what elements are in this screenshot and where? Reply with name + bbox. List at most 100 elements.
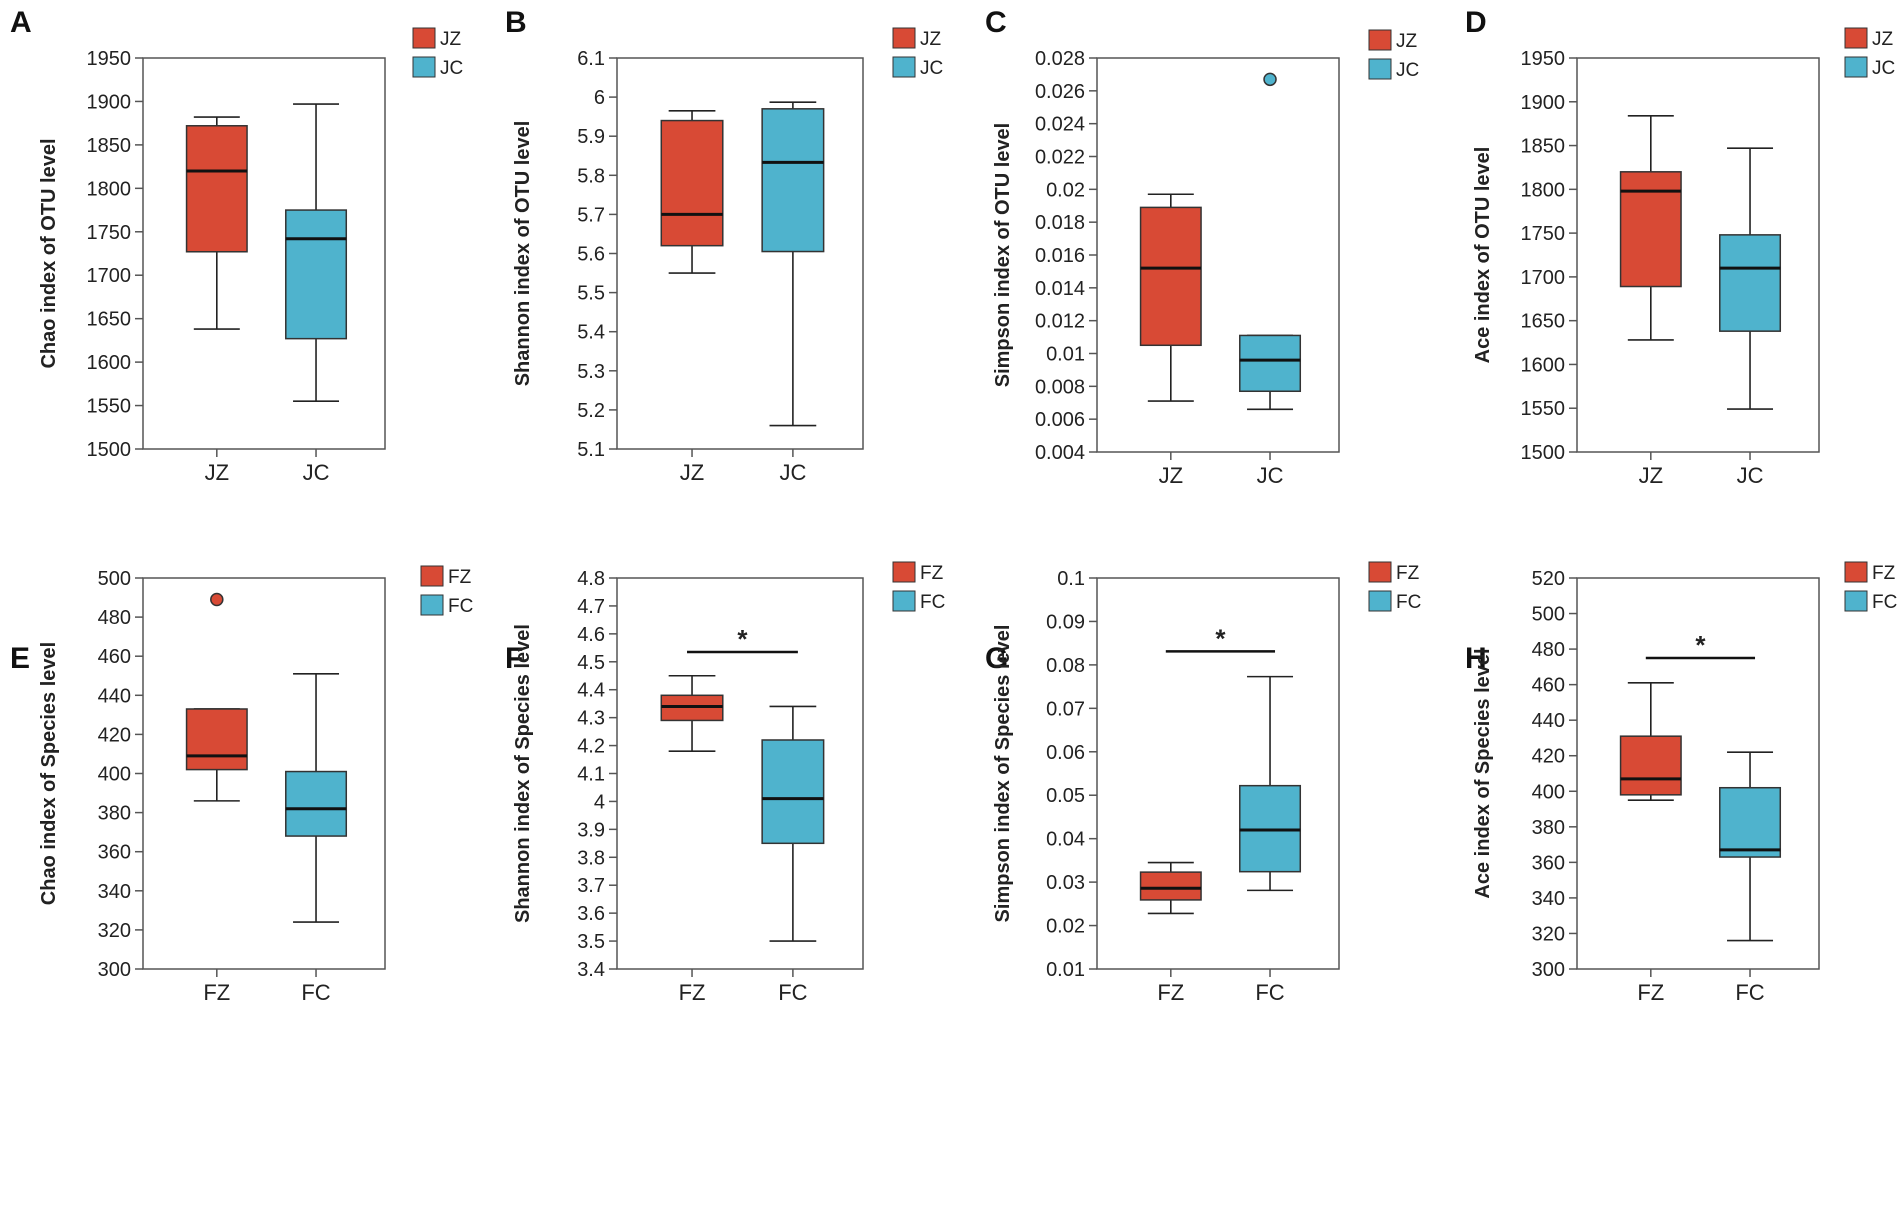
y-tick-label: 1800 [1521, 179, 1566, 201]
plot-frame [142, 57, 386, 450]
y-tick-label: 420 [98, 724, 131, 746]
panel-A: A 1500 1550 1600 1650 1700 1750 1800 1850 1900 195… [10, 6, 463, 485]
legend-label: FZ [920, 563, 944, 584]
y-axis-label: Ace index of Species level [1472, 648, 1494, 898]
panel-G: G 0.01 0.02 0.03 0.04 0.05 0.06 0.07 0.08 0.09 0.1… [985, 561, 1421, 1005]
y-tick-label: 420 [1532, 746, 1565, 768]
y-tick-label: 0.1 [1057, 568, 1085, 590]
y-tick-label: 0.09 [1046, 611, 1085, 633]
legend-label: JZ [1872, 29, 1894, 50]
y-tick-label: 4.2 [577, 736, 605, 758]
y-tick-label: 1900 [1521, 92, 1566, 114]
box-FC [285, 770, 348, 837]
y-tick-label: 5.4 [577, 322, 605, 344]
y-tick-label: 400 [1532, 781, 1565, 803]
y-tick-label: 5.7 [577, 204, 605, 226]
y-axis-label: Shannon index of OTU level [512, 121, 534, 387]
y-tick-label: 3.6 [577, 903, 605, 925]
y-tick-label: 480 [98, 607, 131, 629]
y-tick-label: 4.8 [577, 568, 605, 590]
panel-letter: F [505, 642, 523, 675]
panel-E: E 300 320 340 360 380 400 420 440 460 480 500 Chao i… [10, 565, 473, 1005]
y-tick-label: 0.01 [1046, 959, 1085, 981]
y-tick-label: 400 [98, 764, 131, 786]
legend-swatch [1844, 590, 1868, 612]
x-tick-label: FC [1735, 980, 1764, 1005]
y-tick-label: 0.004 [1035, 442, 1085, 464]
y-tick-label: 0.028 [1035, 48, 1085, 70]
y-tick-label: 5.6 [577, 244, 605, 266]
y-tick-label: 0.08 [1046, 655, 1085, 677]
y-axis-label: Simpson index of Species level [992, 625, 1014, 923]
y-tick-label: 440 [1532, 710, 1565, 732]
y-tick-label: 500 [98, 568, 131, 590]
y-axis-label: Shannon index of Species level [512, 624, 534, 923]
legend-swatch [412, 27, 436, 49]
legend-label: FC [1396, 592, 1421, 613]
box-JC [761, 108, 825, 253]
box-FZ [1619, 735, 1682, 796]
x-tick-label: JC [1257, 463, 1284, 488]
y-tick-label: 1600 [87, 352, 132, 374]
box-JC [1719, 234, 1782, 332]
legend-label: FZ [1396, 563, 1420, 584]
legend-swatch [892, 590, 916, 612]
y-tick-label: 0.006 [1035, 409, 1085, 431]
y-tick-label: 5.1 [577, 439, 605, 461]
legend-label: JZ [440, 29, 462, 50]
y-tick-label: 3.5 [577, 931, 605, 953]
y-tick-label: 4 [594, 791, 605, 813]
y-tick-label: 0.008 [1035, 376, 1085, 398]
y-tick-label: 1700 [1521, 267, 1566, 289]
y-tick-label: 1650 [1521, 311, 1566, 333]
y-tick-label: 500 [1532, 604, 1565, 626]
legend-label: JC [1872, 58, 1895, 79]
x-tick-label: FC [778, 980, 807, 1005]
y-tick-label: 1750 [1521, 223, 1566, 245]
y-tick-label: 3.9 [577, 819, 605, 841]
y-tick-label: 340 [1532, 888, 1565, 910]
y-tick-label: 360 [1532, 852, 1565, 874]
plot-frame [1576, 57, 1820, 453]
y-tick-label: 0.026 [1035, 81, 1085, 103]
x-tick-label: FZ [679, 980, 706, 1005]
box-FC [1719, 786, 1782, 858]
legend-swatch [420, 594, 444, 616]
significance-label: * [1215, 623, 1226, 653]
y-tick-label: 0.03 [1046, 872, 1085, 894]
box-JZ [660, 119, 724, 247]
panel-letter: G [985, 642, 1008, 675]
y-tick-label: 4.3 [577, 708, 605, 730]
legend-swatch [412, 56, 436, 78]
legend-swatch [420, 565, 444, 587]
y-tick-label: 320 [98, 920, 131, 942]
box-FC [761, 739, 825, 845]
legend-swatch [892, 561, 916, 583]
y-tick-label: 3.8 [577, 847, 605, 869]
box-JC [285, 209, 348, 340]
y-tick-label: 1650 [87, 309, 132, 331]
panel-letter: C [985, 6, 1007, 39]
y-tick-label: 1600 [1521, 354, 1566, 376]
y-axis-label: Chao index of Species level [38, 642, 60, 905]
y-tick-label: 0.07 [1046, 698, 1085, 720]
x-tick-label: JC [303, 460, 330, 485]
y-tick-label: 1500 [1521, 442, 1566, 464]
legend-swatch [1368, 590, 1392, 612]
plot-frame [616, 57, 864, 450]
y-tick-label: 1750 [87, 222, 132, 244]
plot-frame [1576, 577, 1820, 970]
legend-swatch [1844, 561, 1868, 583]
y-tick-label: 0.06 [1046, 742, 1085, 764]
panel-H: H 300 320 340 360 380 400 420 440 460 480 500 520 Ace… [1465, 561, 1897, 1005]
y-axis-label: Chao index of OTU level [38, 138, 60, 368]
y-tick-label: 340 [98, 881, 131, 903]
outlier-point [1263, 72, 1277, 87]
x-tick-label: FC [301, 980, 330, 1005]
y-tick-label: 380 [98, 803, 131, 825]
legend-swatch [1368, 29, 1392, 51]
y-tick-label: 3.4 [577, 959, 605, 981]
x-tick-label: JC [779, 460, 806, 485]
x-tick-label: FZ [203, 980, 230, 1005]
